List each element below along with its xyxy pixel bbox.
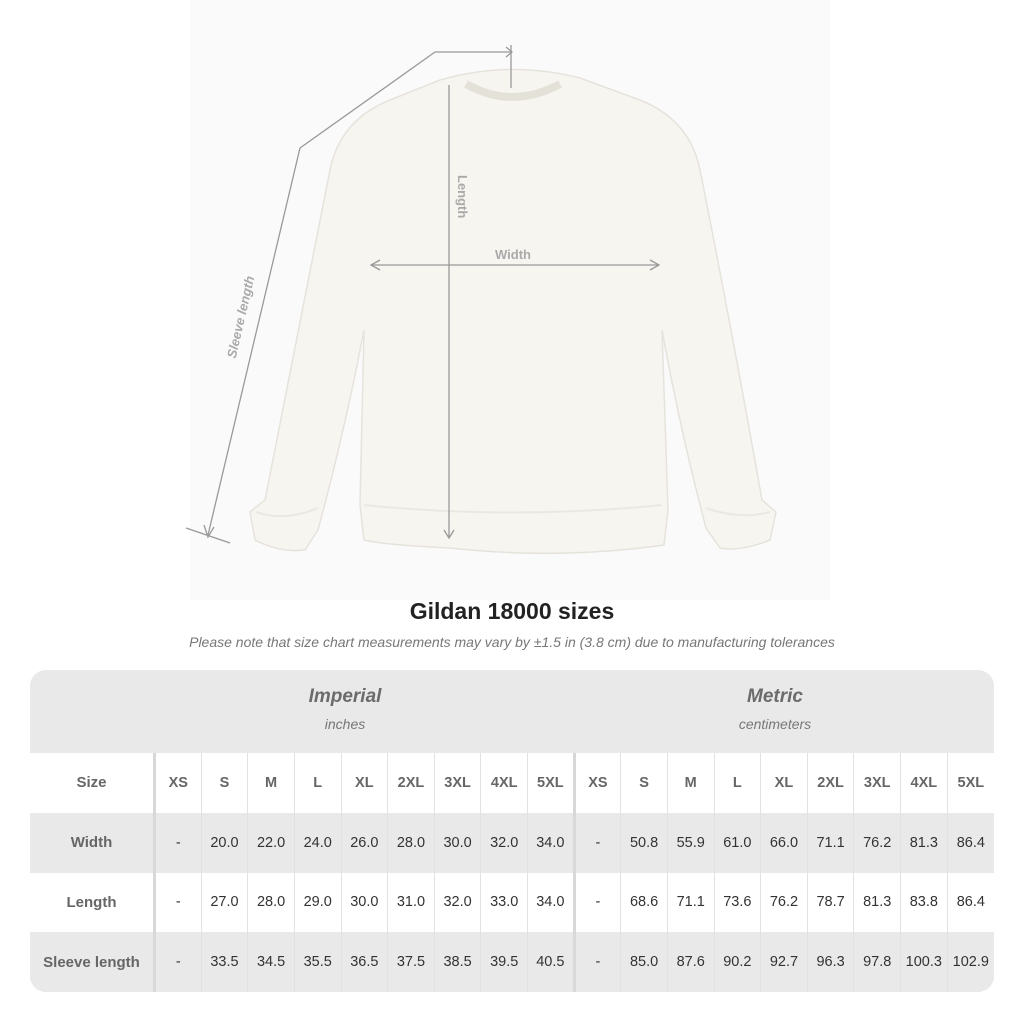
table-row: Width -20.0 22.0 24.0 26.0 28.0 30.0 32.0 34.0-5…	[30, 812, 994, 873]
metric-size-header: 5XL	[946, 753, 994, 813]
imperial-value-cell: 37.5	[387, 932, 435, 992]
metric-value-cell: 71.1	[666, 872, 714, 933]
metric-value-cell: -	[572, 812, 621, 873]
metric-value-cell: -	[572, 932, 621, 992]
metric-value-cell: 81.3	[900, 812, 948, 873]
imperial-value-cell: 30.0	[340, 872, 388, 933]
imperial-value-cell: 40.5	[527, 932, 575, 992]
imperial-value-cell: 33.0	[480, 872, 528, 933]
imperial-value-cell: 33.5	[200, 932, 248, 992]
imperial-size-header: 5XL	[527, 753, 575, 813]
chart-title: Gildan 18000 sizes	[409, 598, 615, 624]
imperial-value-cell: 22.0	[247, 812, 295, 873]
sweatshirt-image	[249, 68, 777, 555]
row-label: Width	[30, 812, 156, 873]
metric-size-header: 4XL	[900, 753, 948, 813]
table-row: Length -27.0 28.0 29.0 30.0 31.0 32.0 33.0 34.0-…	[30, 872, 994, 933]
imperial-size-header: 2XL	[387, 753, 435, 813]
table-row: Sleeve length -33.5 34.5 35.5 36.5 37.5 38.5 39…	[30, 932, 994, 992]
metric-value-cell: 81.3	[853, 872, 901, 933]
metric-unit: centimeters	[738, 716, 812, 732]
imperial-value-cell: 32.0	[433, 872, 481, 933]
metric-value-cell: 68.6	[620, 872, 668, 933]
metric-size-header: L	[713, 753, 761, 813]
imperial-unit: inches	[324, 716, 366, 732]
metric-value-cell: 100.3	[900, 932, 948, 992]
metric-value-cell: 97.8	[853, 932, 901, 992]
metric-value-cell: 76.2	[853, 812, 901, 873]
metric-value-cell: 96.3	[806, 932, 854, 992]
imperial-value-cell: 36.5	[340, 932, 388, 992]
metric-title: Metric	[747, 686, 803, 707]
size-header: Size	[30, 753, 156, 813]
measurement-lines	[185, 45, 661, 544]
size-table-card: Imperial inches Metric centimeters Size X…	[30, 670, 994, 992]
table-header-row: Size XS S M L XL 2XL 3XL 4XL 5XL XS S M L XL 2XL 3XL 4XL 5…	[30, 753, 994, 813]
metric-size-header: XS	[572, 753, 621, 813]
imperial-value-cell: 24.0	[293, 812, 341, 873]
metric-value-cell: -	[572, 872, 621, 933]
metric-value-cell: 71.1	[806, 812, 854, 873]
imperial-size-header: XS	[154, 753, 202, 813]
imperial-value-cell: 34.5	[247, 932, 295, 992]
length-label: Length	[455, 175, 470, 218]
imperial-value-cell: 28.0	[387, 812, 435, 873]
imperial-value-cell: -	[154, 812, 202, 873]
imperial-value-cell: 32.0	[480, 812, 528, 873]
metric-size-header: 2XL	[806, 753, 854, 813]
imperial-size-header: 4XL	[480, 753, 528, 813]
imperial-value-cell: 30.0	[433, 812, 481, 873]
sweatshirt-illustration: Length Width Sleeve length	[185, 45, 777, 555]
imperial-value-cell: -	[154, 932, 202, 992]
imperial-value-cell: 29.0	[293, 872, 341, 933]
imperial-value-cell: 20.0	[200, 812, 248, 873]
metric-size-header: S	[620, 753, 668, 813]
imperial-title: Imperial	[308, 686, 382, 707]
metric-value-cell: 55.9	[666, 812, 714, 873]
imperial-value-cell: 34.0	[527, 812, 575, 873]
metric-value-cell: 86.4	[946, 872, 994, 933]
width-label: Width	[495, 247, 531, 262]
imperial-value-cell: 34.0	[527, 872, 575, 933]
metric-value-cell: 86.4	[946, 812, 994, 873]
metric-value-cell: 87.6	[666, 932, 714, 992]
metric-value-cell: 90.2	[713, 932, 761, 992]
imperial-value-cell: 31.0	[387, 872, 435, 933]
tolerance-note: Please note that size chart measurements…	[189, 634, 835, 650]
imperial-value-cell: 28.0	[247, 872, 295, 933]
row-label: Length	[30, 872, 156, 933]
metric-header: Metric centimeters	[625, 686, 925, 732]
imperial-size-header: S	[200, 753, 248, 813]
row-label: Sleeve length	[30, 932, 156, 992]
metric-size-header: M	[666, 753, 714, 813]
imperial-value-cell: -	[154, 872, 202, 933]
imperial-size-header: XL	[340, 753, 388, 813]
metric-value-cell: 76.2	[760, 872, 808, 933]
metric-size-header: 3XL	[853, 753, 901, 813]
imperial-value-cell: 26.0	[340, 812, 388, 873]
metric-value-cell: 92.7	[760, 932, 808, 992]
size-table: Size XS S M L XL 2XL 3XL 4XL 5XL XS S M L XL 2XL 3XL 4XL 5…	[30, 753, 994, 992]
imperial-size-header: M	[247, 753, 295, 813]
metric-size-header: XL	[760, 753, 808, 813]
metric-value-cell: 66.0	[760, 812, 808, 873]
imperial-value-cell: 35.5	[293, 932, 341, 992]
imperial-value-cell: 39.5	[480, 932, 528, 992]
metric-value-cell: 83.8	[900, 872, 948, 933]
metric-value-cell: 78.7	[806, 872, 854, 933]
metric-value-cell: 85.0	[620, 932, 668, 992]
imperial-size-header: L	[293, 753, 341, 813]
imperial-header: Imperial inches	[195, 686, 495, 732]
imperial-size-header: 3XL	[433, 753, 481, 813]
imperial-value-cell: 38.5	[433, 932, 481, 992]
metric-value-cell: 102.9	[946, 932, 994, 992]
imperial-value-cell: 27.0	[200, 872, 248, 933]
metric-value-cell: 61.0	[713, 812, 761, 873]
metric-value-cell: 50.8	[620, 812, 668, 873]
metric-value-cell: 73.6	[713, 872, 761, 933]
